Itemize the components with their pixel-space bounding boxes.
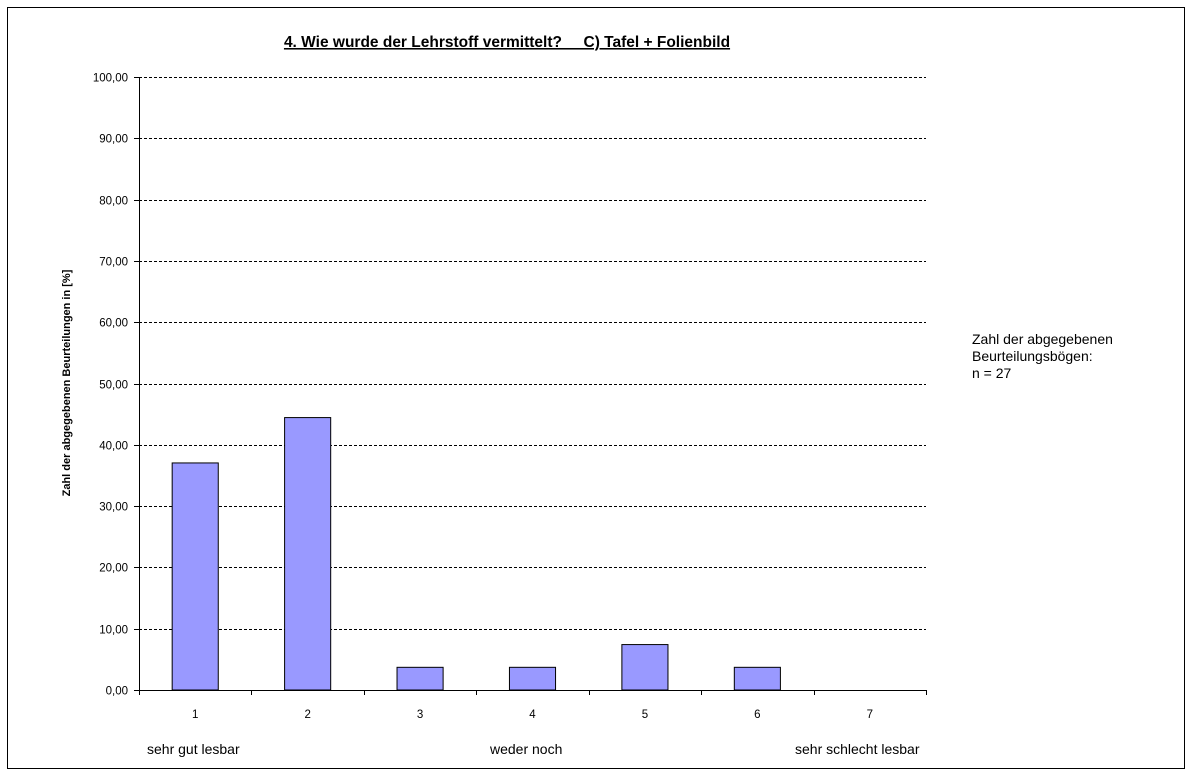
- bar: [508, 666, 557, 691]
- sample-size-line-1: Zahl der abgegebenen: [972, 331, 1113, 347]
- y-tick-label: 30,00: [99, 502, 128, 514]
- bar: [171, 462, 219, 691]
- sample-size-note: Zahl der abgegebenen Beurteilungsbögen: …: [972, 331, 1113, 382]
- x-tick-label: 1: [192, 709, 198, 721]
- x-tick-label: 5: [642, 709, 648, 721]
- sample-size-line-3: n = 27: [972, 365, 1012, 381]
- x-tick-label: 7: [867, 709, 873, 721]
- y-tick-label: 80,00: [99, 196, 128, 208]
- bars: [171, 417, 781, 691]
- y-tick-label: 60,00: [99, 318, 128, 330]
- bar: [733, 666, 781, 691]
- y-tick-label: 40,00: [99, 441, 128, 453]
- y-tick-label: 90,00: [99, 134, 128, 146]
- x-tick-label: 4: [529, 709, 536, 721]
- bar: [621, 644, 669, 691]
- scale-label-right: sehr schlecht lesbar: [795, 741, 920, 757]
- y-tick-labels: 0,00 10,00 20,00 30,00 40,00 50,00 60,00 70,00 8…: [93, 73, 128, 698]
- y-tick-label: 20,00: [99, 563, 128, 575]
- scale-label-middle: weder noch: [490, 741, 563, 757]
- gridlines: [139, 77, 926, 630]
- chart-title: 4. Wie wurde der Lehrstoff vermittelt? C…: [284, 34, 730, 51]
- bar: [284, 417, 332, 691]
- y-tick-label: 0,00: [106, 686, 128, 698]
- axes: [134, 77, 927, 695]
- sample-size-line-2: Beurteilungsbögen:: [972, 348, 1093, 364]
- scale-label-left: sehr gut lesbar: [147, 741, 240, 757]
- y-axis-label: Zahl der abgegebenen Beurteilungen in [%…: [61, 269, 73, 496]
- x-tick-label: 2: [304, 709, 310, 721]
- y-tick-label: 100,00: [93, 73, 128, 85]
- x-tick-label: 3: [417, 709, 423, 721]
- x-tick-label: 6: [754, 709, 760, 721]
- x-tick-labels: 1 2 3 4 5 6 7: [192, 709, 873, 721]
- y-tick-label: 50,00: [99, 380, 128, 392]
- bar: [396, 666, 444, 691]
- y-tick-label: 10,00: [99, 625, 128, 637]
- chart-frame: [7, 7, 1185, 769]
- y-tick-label: 70,00: [99, 257, 128, 269]
